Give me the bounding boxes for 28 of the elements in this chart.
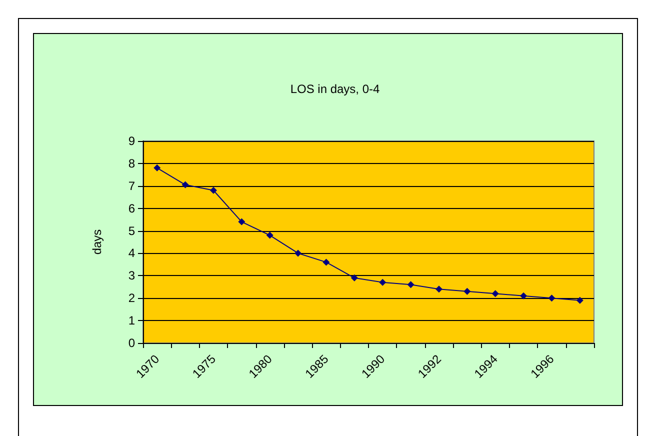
- point: [238, 218, 246, 226]
- point: [182, 181, 189, 188]
- point: [435, 286, 442, 293]
- y-tick-label: 4: [128, 246, 136, 260]
- y-tick-label: 6: [128, 201, 136, 216]
- point: [576, 296, 584, 304]
- point: [492, 290, 499, 298]
- y-tick-label: 5: [128, 224, 136, 238]
- point: [464, 288, 471, 295]
- point: [548, 294, 556, 302]
- y-tick-label: 7: [128, 178, 136, 193]
- y-tick-label: 0: [128, 336, 136, 350]
- point: [379, 278, 386, 286]
- point: [294, 250, 302, 257]
- point: [266, 232, 274, 239]
- y-tick-label: 8: [128, 156, 136, 170]
- point: [350, 274, 358, 282]
- y-axis-title: days: [90, 229, 104, 255]
- y-tick-label: 1: [128, 314, 136, 328]
- chart-title: LOS in days, 0-4: [290, 82, 380, 96]
- y-tick-label: 9: [128, 134, 136, 148]
- point: [210, 186, 217, 194]
- y-tick-label: 2: [128, 291, 136, 306]
- point: [322, 258, 330, 266]
- point: [154, 164, 161, 172]
- point: [407, 281, 414, 288]
- point: [520, 292, 528, 300]
- y-tick-label: 3: [128, 268, 136, 283]
